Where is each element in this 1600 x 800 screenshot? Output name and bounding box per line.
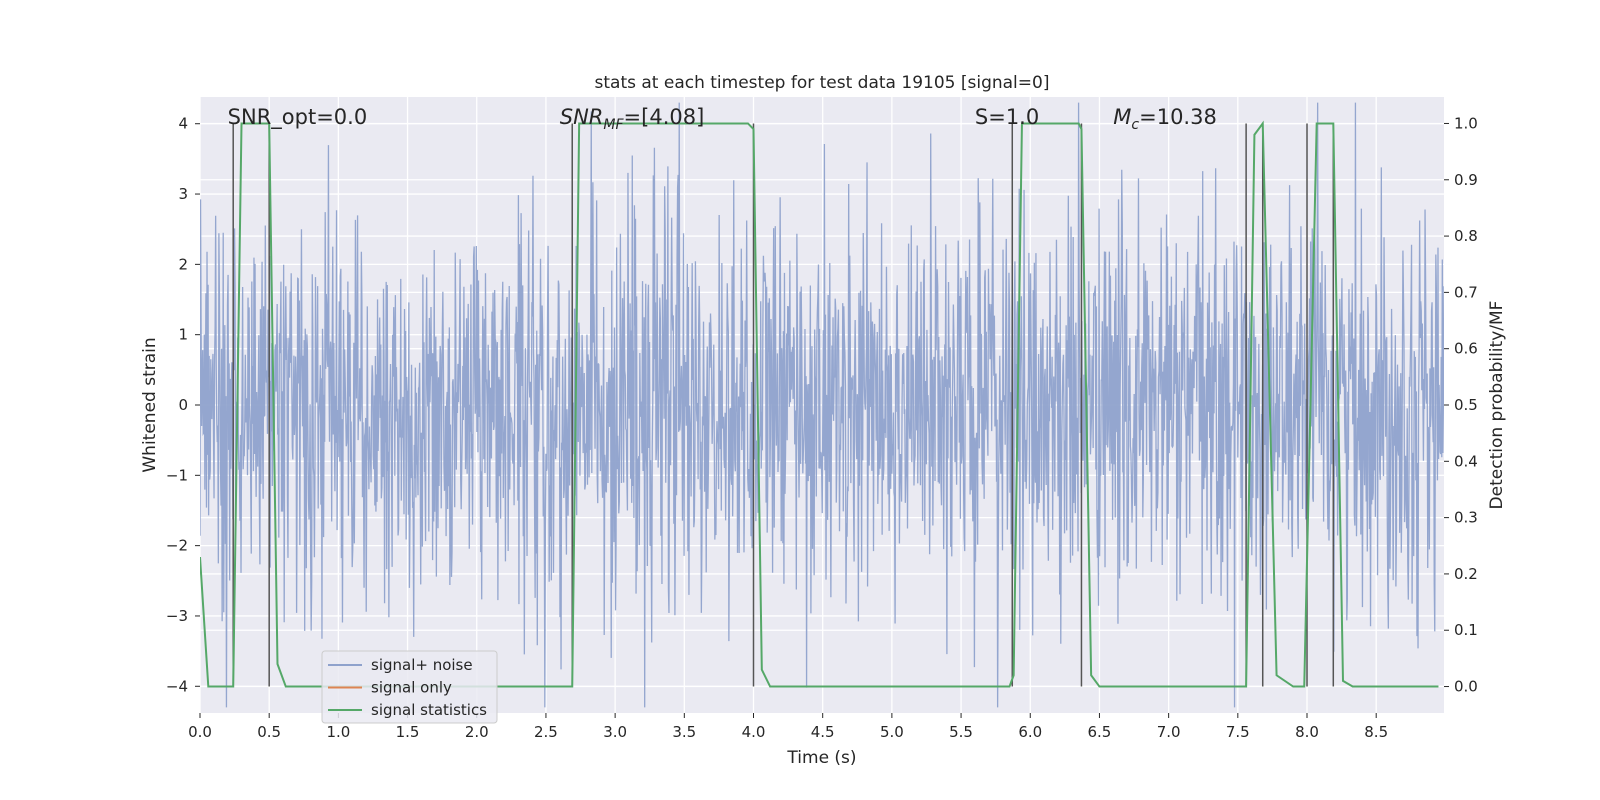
y-right-tick-label: 0.0 xyxy=(1454,678,1478,696)
ticks: 0.0 0.5 1.0 1.5 2.0 2.5 3.0 3.5 4.0 4.5 5.0 5.5 6.0 6… xyxy=(166,114,1478,741)
y-axis-left-label: Whitened strain xyxy=(140,337,160,472)
y-left-tick-label: −2 xyxy=(166,537,188,555)
y-left-tick-label: 0 xyxy=(178,396,188,414)
x-tick-label: 2.5 xyxy=(534,723,558,741)
x-tick-label: 0.5 xyxy=(257,723,281,741)
x-tick-label: 2.0 xyxy=(465,723,489,741)
y-axis-right-label: Detection probability/MF xyxy=(1487,301,1507,510)
x-tick-label: 5.5 xyxy=(949,723,973,741)
y-right-tick-label: 0.2 xyxy=(1454,565,1478,583)
y-left-tick-label: −3 xyxy=(166,607,188,625)
x-tick-label: 5.0 xyxy=(880,723,904,741)
signal-plus-noise-line xyxy=(200,102,1444,708)
y-right-tick-label: 1.0 xyxy=(1454,114,1478,132)
y-right-tick-label: 0.1 xyxy=(1454,621,1478,639)
x-tick-label: 3.5 xyxy=(672,723,696,741)
series-signal-statistics xyxy=(200,120,1439,688)
signal-statistics-line xyxy=(200,120,1439,688)
annotation: Mc=10.38 xyxy=(1113,105,1217,133)
y-right-tick-label: 0.4 xyxy=(1454,452,1478,470)
x-tick-label: 4.5 xyxy=(811,723,835,741)
y-left-tick-label: −1 xyxy=(166,466,188,484)
y-left-tick-label: 4 xyxy=(178,115,188,133)
x-tick-label: 1.0 xyxy=(326,723,350,741)
annotation: S=1.0 xyxy=(975,105,1039,129)
y-right-tick-label: 0.7 xyxy=(1454,283,1478,301)
annotation: SNR_opt=0.0 xyxy=(228,105,368,130)
legend-entry: signal only xyxy=(371,679,452,697)
y-left-tick-label: −4 xyxy=(166,677,188,695)
x-tick-label: 7.0 xyxy=(1157,723,1181,741)
chart-title: stats at each timestep for test data 191… xyxy=(595,73,1050,93)
x-tick-label: 0.0 xyxy=(188,723,212,741)
annotation: SNRMF=[4.08] xyxy=(560,105,705,133)
series-signal-plus-noise xyxy=(200,102,1444,708)
annotations: SNR_opt=0.0 SNRMF=[4.08] S=1.0 Mc=10.38 xyxy=(228,105,1217,133)
x-tick-label: 6.0 xyxy=(1018,723,1042,741)
legend-entry: signal+ noise xyxy=(371,656,473,674)
x-tick-label: 7.5 xyxy=(1226,723,1250,741)
x-axis-label: Time (s) xyxy=(786,748,856,768)
y-left-tick-label: 3 xyxy=(178,185,188,203)
y-right-tick-label: 0.5 xyxy=(1454,396,1478,414)
x-tick-label: 3.0 xyxy=(603,723,627,741)
legend-entry: signal statistics xyxy=(371,701,487,719)
x-tick-label: 1.5 xyxy=(396,723,420,741)
x-tick-label: 8.5 xyxy=(1364,723,1388,741)
y-right-tick-label: 0.9 xyxy=(1454,171,1478,189)
y-left-tick-label: 2 xyxy=(178,255,188,273)
x-tick-label: 8.0 xyxy=(1295,723,1319,741)
legend: signal+ noise signal only signal statistic… xyxy=(321,650,498,724)
x-tick-label: 4.0 xyxy=(742,723,766,741)
y-right-tick-label: 0.3 xyxy=(1454,509,1478,527)
x-tick-label: 6.5 xyxy=(1088,723,1112,741)
y-right-tick-label: 0.8 xyxy=(1454,227,1478,245)
legend-box xyxy=(321,650,498,724)
y-right-tick-label: 0.6 xyxy=(1454,340,1478,358)
y-left-tick-label: 1 xyxy=(178,326,188,344)
